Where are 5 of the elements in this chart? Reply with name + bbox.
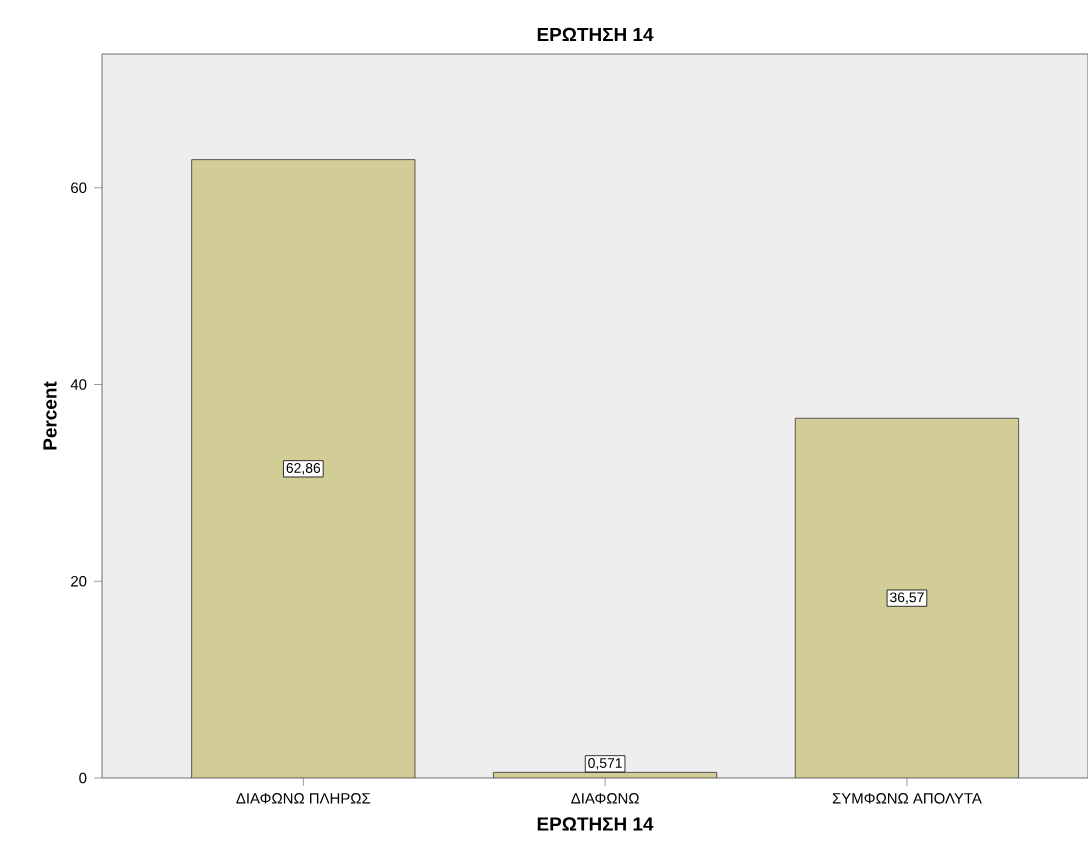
chart-title: ΕΡΩΤΗΣΗ 14 — [537, 27, 654, 41]
y-axis-title: Percent — [43, 381, 57, 450]
bar — [191, 159, 416, 778]
bar — [794, 417, 1019, 778]
x-axis-title: ΕΡΩΤΗΣΗ 14 — [537, 817, 654, 831]
